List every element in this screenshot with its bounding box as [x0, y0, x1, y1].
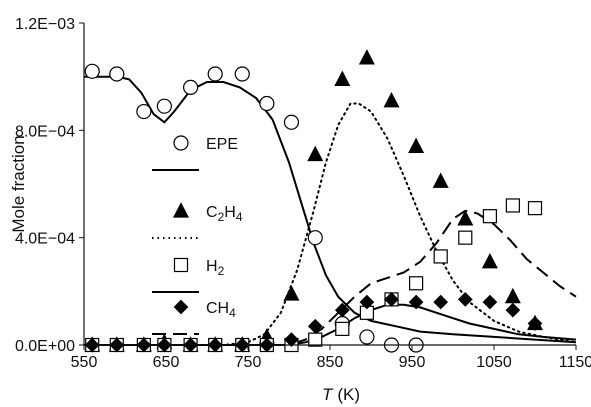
data-point-ch4 [334, 302, 350, 318]
data-point-h2 [505, 198, 520, 213]
data-point-c2h4 [307, 145, 324, 162]
data-point-epe [307, 230, 323, 246]
data-point-ch4 [527, 316, 543, 331]
data-point-ch4 [384, 292, 399, 307]
model-curve-ch4 [84, 209, 577, 346]
model-curve-epe [84, 75, 577, 344]
y-tick-label: 4.0E−04 [15, 231, 75, 248]
legend-label-h2: H2 [206, 258, 225, 278]
x-tick-label: 850 [317, 354, 344, 371]
data-point-ch4 [307, 318, 323, 334]
data-point-epe [183, 79, 199, 96]
data-point-c2h4 [481, 253, 498, 269]
data-point-h2 [433, 249, 448, 264]
data-point-ch4 [482, 294, 498, 310]
y-tick-label: 0.0E+00 [15, 338, 75, 355]
legend-marker-epe [173, 135, 189, 151]
data-point-epe [259, 95, 275, 112]
y-axis-title: Mole fraction [9, 135, 28, 232]
legend-marker-h2 [173, 257, 189, 273]
data-point-c2h4 [283, 285, 300, 301]
data-point-ch4 [457, 292, 473, 307]
data-point-c2h4 [408, 137, 425, 154]
x-axis-title: T (K) [322, 385, 360, 404]
x-tick-label: 550 [71, 354, 98, 371]
legend-marker-c2h4 [173, 202, 189, 218]
x-tick-label: 950 [399, 354, 426, 371]
data-point-epe [84, 63, 100, 79]
data-point-epe [136, 103, 152, 120]
data-point-epe [109, 66, 125, 82]
x-tick-label: 1150 [559, 354, 591, 371]
y-tick-label: 1.2E−03 [15, 16, 75, 33]
y-axis-ticks: 0.0E+00 4.0E−04 8.0E−04 1.2E−03 [15, 16, 84, 355]
data-point-h2 [527, 201, 543, 216]
data-point-c2h4 [334, 70, 351, 86]
data-point-h2 [458, 230, 473, 245]
x-axis-ticks: 550 650 750 850 950 1050 1150 [71, 345, 591, 371]
model-curve-c2h4 [83, 102, 577, 346]
data-point-c2h4 [383, 92, 400, 108]
data-point-epe [359, 329, 375, 345]
data-point-c2h4 [504, 287, 521, 304]
data-point-h2 [409, 276, 424, 291]
data-point-epe [207, 66, 223, 82]
plot-area [83, 49, 577, 353]
data-point-h2 [482, 209, 497, 224]
data-markers [84, 49, 543, 353]
data-point-ch4 [433, 294, 449, 310]
legend-label-epe: EPE [206, 136, 238, 153]
data-point-ch4 [408, 294, 424, 310]
legend-marker-ch4 [173, 299, 189, 315]
data-point-c2h4 [358, 49, 375, 65]
data-point-h2 [308, 332, 323, 347]
data-point-c2h4 [432, 172, 449, 188]
x-tick-label: 650 [153, 354, 180, 371]
legend: EPE C2H4 H2 CH4 [152, 135, 243, 335]
data-point-ch4 [359, 294, 375, 310]
data-point-h2 [335, 321, 350, 336]
model-curves [83, 75, 577, 346]
y-tick-label: 8.0E−04 [15, 123, 75, 140]
legend-label-c2h4: C2H4 [206, 204, 243, 224]
data-point-epe [234, 66, 250, 82]
data-point-ch4 [284, 332, 299, 347]
data-point-c2h4 [457, 210, 474, 226]
x-tick-label: 750 [235, 354, 262, 371]
data-point-ch4 [505, 302, 521, 318]
legend-label-ch4: CH4 [206, 300, 236, 320]
x-tick-label: 1050 [476, 354, 512, 371]
data-point-epe [156, 98, 172, 114]
data-point-epe [283, 114, 300, 130]
